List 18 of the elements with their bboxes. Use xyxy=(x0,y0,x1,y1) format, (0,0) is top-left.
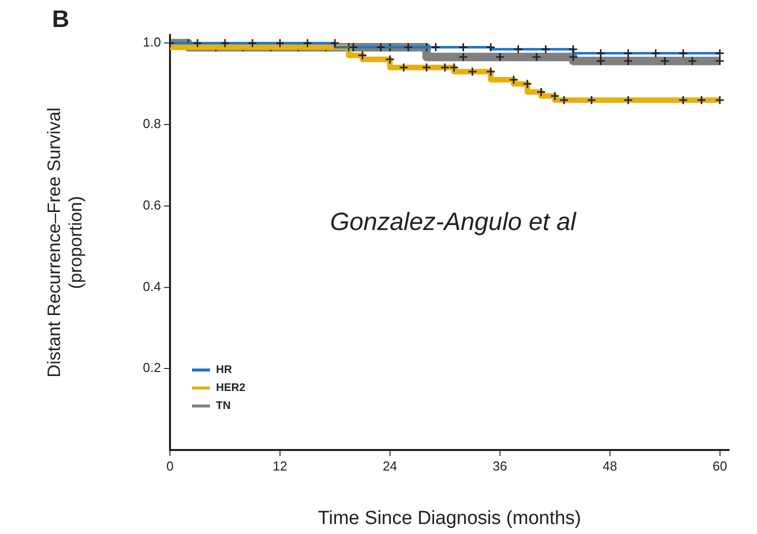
legend-label: HER2 xyxy=(216,382,246,394)
x-tick-label: 36 xyxy=(492,458,508,474)
legend-label: HR xyxy=(216,364,232,376)
x-tick-label: 24 xyxy=(382,458,398,474)
y-tick-label: 0.2 xyxy=(142,360,161,376)
y-tick-label: 0.8 xyxy=(142,116,161,132)
annotation: Gonzalez-Angulo et al xyxy=(330,208,576,237)
x-tick-label: 48 xyxy=(602,458,618,474)
x-tick-label: 0 xyxy=(166,458,174,474)
legend-label: TN xyxy=(216,400,231,412)
x-axis-title: Time Since Diagnosis (months) xyxy=(318,508,582,529)
y-tick-label: 0.4 xyxy=(142,278,161,294)
text: B xyxy=(52,6,70,34)
x-tick-label: 60 xyxy=(712,458,728,474)
y-axis-title: Distant Recurrence–Free Survival (proportion) xyxy=(44,107,86,378)
y-tick-label: 0.6 xyxy=(142,197,161,212)
y-tick-label: 1.0 xyxy=(142,34,161,50)
x-tick-label: 12 xyxy=(272,458,288,474)
